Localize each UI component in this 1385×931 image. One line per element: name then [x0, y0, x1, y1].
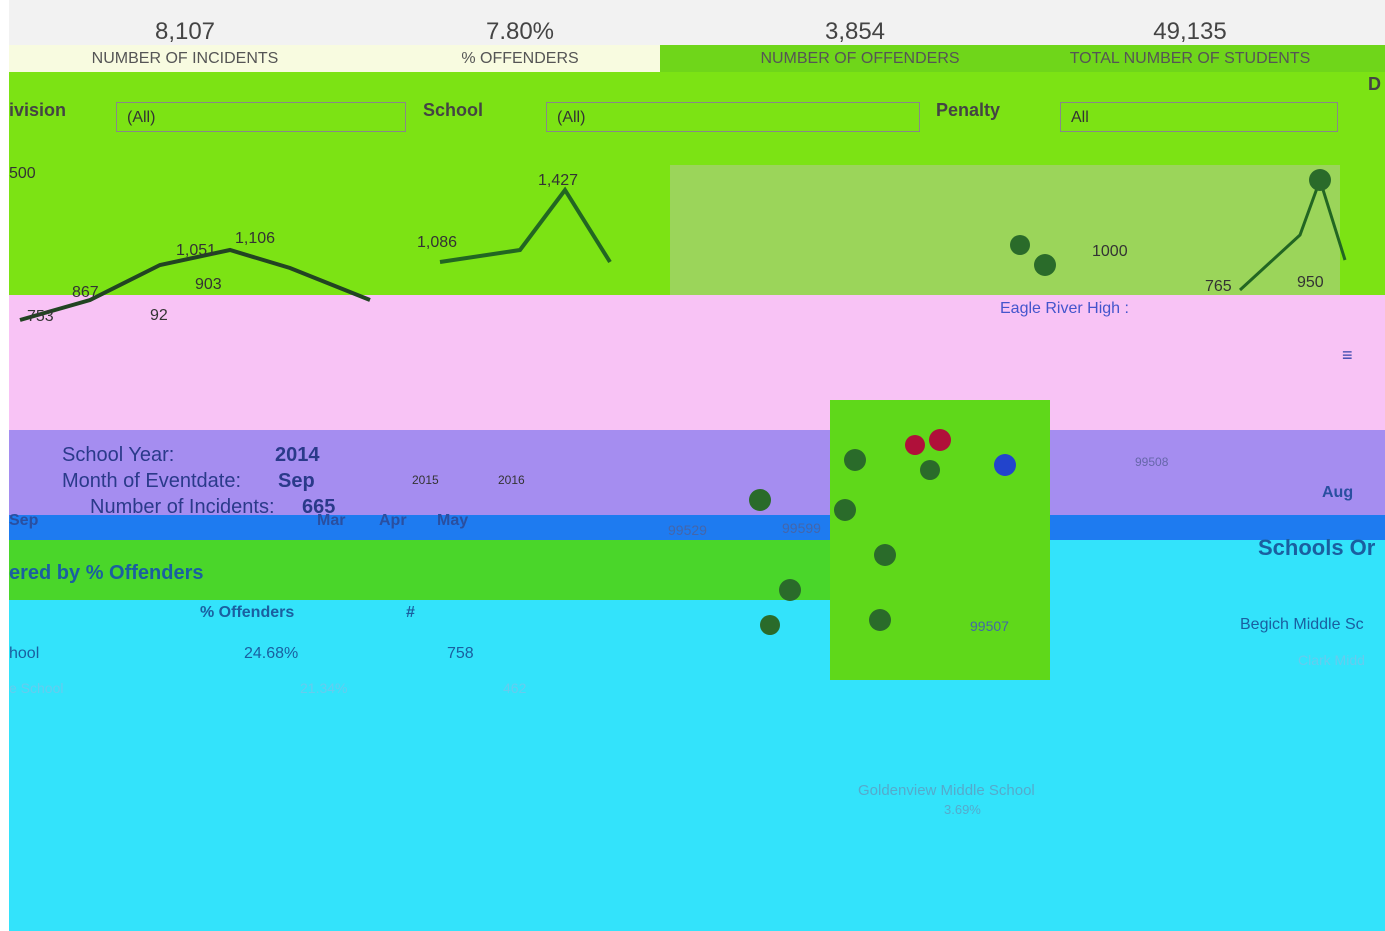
- tooltip-label: Month of Eventdate:: [62, 470, 242, 492]
- filter-label: ivision: [9, 100, 67, 120]
- month-label: Sep: [9, 512, 39, 529]
- column-header: % Offenders: [200, 604, 295, 621]
- legend-item: 2016: [498, 473, 525, 487]
- data-label: 867: [72, 284, 99, 301]
- kpi-band: [9, 0, 1385, 45]
- data-label: 1,086: [417, 234, 458, 251]
- blue-band: [9, 515, 1385, 540]
- filter-select[interactable]: (All): [116, 102, 406, 132]
- data-label: 950: [1297, 274, 1324, 291]
- filter-label: Penalty: [936, 100, 1001, 120]
- map-title: Eagle River High :: [1000, 300, 1129, 317]
- school-item: Begich Middle Sc: [1240, 616, 1364, 633]
- table-cell: 24.68%: [244, 645, 299, 662]
- data-label: 1,051: [176, 242, 217, 259]
- data-label: 903: [195, 276, 222, 293]
- month-label: May: [437, 512, 469, 529]
- legend-item: 2015: [412, 473, 439, 487]
- tooltip-value: 665: [302, 496, 336, 518]
- school-value: 3.69%: [944, 802, 981, 817]
- filter-select[interactable]: All: [1060, 102, 1338, 132]
- kpi-value: 3,854: [824, 18, 886, 45]
- kpi-label: NUMBER OF INCIDENTS: [91, 50, 279, 67]
- tooltip-value: Sep: [278, 470, 315, 492]
- section-title: Schools Or: [1258, 535, 1376, 560]
- month-label: Mar: [317, 512, 346, 529]
- zip-label: 99508: [1135, 455, 1169, 469]
- data-label: 1,427: [538, 172, 579, 189]
- kpi-label: % OFFENDERS: [461, 50, 579, 67]
- kpi-value: 49,135: [1153, 18, 1227, 45]
- school-item: Clark Midd: [1298, 652, 1365, 668]
- trend-line: [19, 247, 371, 322]
- zip-label: 99507: [970, 618, 1009, 634]
- column-header: #: [406, 604, 415, 621]
- school-item: Goldenview Middle School: [858, 782, 1035, 799]
- edge: [0, 0, 9, 931]
- pink-band: [9, 295, 1385, 430]
- data-label: 1,106: [235, 230, 276, 247]
- kpi-value: 8,107: [154, 18, 216, 45]
- table-cell: 462: [503, 680, 527, 696]
- axis-label: 1000: [1092, 243, 1128, 260]
- zip-label: 99599: [782, 520, 821, 536]
- filter-label: D: [1368, 74, 1381, 94]
- trend-line: [439, 186, 612, 264]
- kpi-label: NUMBER OF OFFENDERS: [760, 50, 960, 67]
- data-label: 765: [1205, 278, 1232, 295]
- map-dots: [749, 169, 1331, 635]
- kpi-band: [660, 45, 1385, 72]
- tooltip-value: 2014: [275, 444, 320, 466]
- month-label: Apr: [379, 512, 407, 529]
- month-label: Aug: [1322, 484, 1354, 501]
- kpi-label: TOTAL NUMBER OF STUDENTS: [1069, 50, 1311, 67]
- table-cell: e School: [9, 680, 64, 696]
- section-title: ered by % Offenders: [9, 562, 204, 584]
- zip-label: 99529: [668, 522, 707, 538]
- map-area: [670, 165, 1340, 295]
- table-cell: 21.34%: [300, 680, 348, 696]
- table-cell: 758: [447, 645, 474, 662]
- data-label: 92: [150, 307, 168, 324]
- filter-label: School: [423, 100, 484, 120]
- axis-label: 500: [9, 165, 36, 182]
- filter-select[interactable]: (All): [546, 102, 920, 132]
- tooltip-label: Number of Incidents:: [90, 496, 275, 518]
- tooltip-label: School Year:: [62, 444, 175, 466]
- purple-band: [9, 430, 1385, 515]
- menu-icon[interactable]: ≡: [1342, 345, 1353, 365]
- data-label: 753: [27, 308, 54, 325]
- table-cell: hool: [9, 645, 40, 662]
- trend-line: [1238, 175, 1347, 292]
- kpi-value: 7.80%: [485, 18, 555, 45]
